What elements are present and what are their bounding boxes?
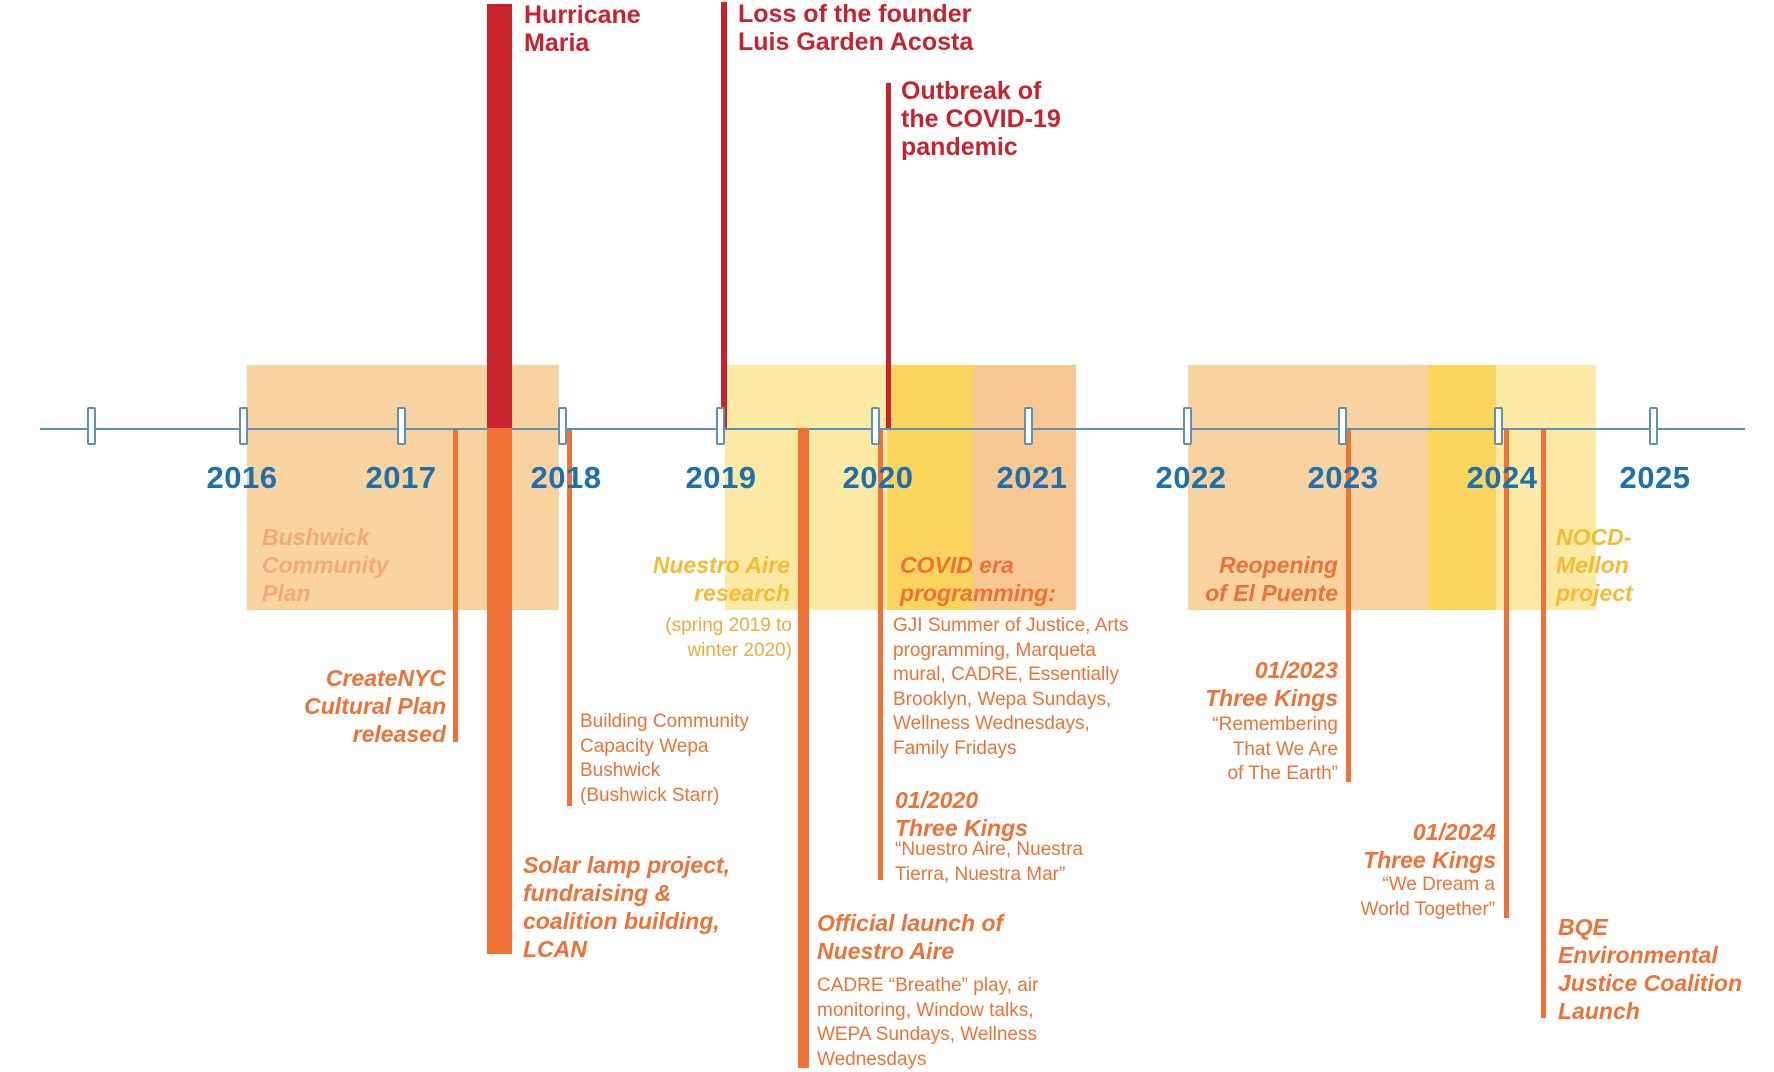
solar-lamp-label: Solar lamp project, fundraising & coalit…: [523, 852, 731, 962]
timeline-axis: [40, 428, 1745, 430]
kings-2020-bar: [878, 430, 883, 880]
three-kings-2020-label: 01/2020 Three Kings: [895, 787, 1028, 841]
founder-loss-bar: [721, 2, 727, 428]
createnyc-bar: [453, 430, 458, 742]
year-label-2022: 2022: [1155, 460, 1227, 495]
building-capacity-bar: [567, 430, 572, 806]
nuestro-aire-launch-desc: CADRE “Breathe” play, air monitoring, Wi…: [817, 975, 1039, 1070]
year-label-2021: 2021: [996, 460, 1068, 495]
bqe-bar: [1541, 430, 1546, 1018]
overlap-yellow-box: [1428, 365, 1496, 610]
founder-loss-label: Loss of the founder Luis Garden Acosta: [738, 0, 974, 56]
building-capacity-label: Building Community Capacity Wepa Bushwic…: [580, 711, 749, 806]
axis-tick: [1338, 407, 1347, 445]
hurricane-maria-bar: [487, 4, 512, 428]
axis-tick: [558, 407, 567, 445]
nuestro-aire-launch-label: Official launch of Nuestro Aire: [817, 910, 1004, 964]
covid-peak-box: [887, 365, 973, 610]
kings-2023-bar: [1346, 430, 1351, 782]
year-label-2025: 2025: [1619, 460, 1691, 495]
nuestro-aire-research-dates: (spring 2019 to winter 2020): [665, 615, 792, 661]
axis-tick: [1494, 407, 1503, 445]
axis-tick: [397, 407, 406, 445]
year-label-2024: 2024: [1466, 460, 1538, 495]
year-label-2017: 2017: [365, 460, 437, 495]
covid-outbreak-label: Outbreak of the COVID-19 pandemic: [901, 77, 1061, 161]
solar-lamp-bar: [487, 428, 512, 954]
axis-tick: [1024, 407, 1033, 445]
hurricane-maria-label: Hurricane Maria: [524, 1, 641, 57]
nuestro-aire-research-label: Nuestro Aire research: [652, 552, 790, 606]
bqe-coalition-label: BQE Environmental Justice Coalition Laun…: [1558, 914, 1743, 1024]
year-label-2016: 2016: [206, 460, 278, 495]
three-kings-2024-label: 01/2024 Three Kings: [1363, 819, 1496, 873]
axis-tick: [1183, 407, 1192, 445]
axis-tick: [239, 407, 248, 445]
axis-tick: [716, 407, 725, 445]
nuestro-aire-launch-bar: [798, 428, 809, 1068]
covid-programming-desc: GJI Summer of Justice, Arts programming,…: [893, 615, 1129, 759]
year-label-2023: 2023: [1307, 460, 1379, 495]
reopening-period-box: [1188, 365, 1428, 610]
three-kings-2023-desc: “Remembering That We Are of The Earth”: [1212, 714, 1338, 784]
kings-2024-bar: [1504, 430, 1509, 918]
year-label-2020: 2020: [842, 460, 914, 495]
bushwick-community-plan-label: Bushwick Community Plan: [262, 524, 389, 606]
three-kings-2023-label: 01/2023 Three Kings: [1205, 657, 1338, 711]
reopening-el-puente-label: Reopening of El Puente: [1205, 552, 1338, 606]
covid-programming-label: COVID era programming:: [900, 552, 1056, 606]
nocd-mellon-label: NOCD- Mellon project: [1556, 524, 1633, 606]
axis-tick: [1649, 407, 1658, 445]
axis-tick: [87, 407, 96, 445]
createnyc-label: CreateNYC Cultural Plan released: [304, 665, 446, 747]
axis-tick: [871, 407, 880, 445]
covid-programming-box: [973, 365, 1076, 610]
covid-outbreak-bar: [886, 83, 891, 428]
three-kings-2020-desc: “Nuestro Aire, Nuestra Tierra, Nuestra M…: [895, 839, 1083, 885]
year-label-2018: 2018: [530, 460, 602, 495]
year-label-2019: 2019: [685, 460, 757, 495]
three-kings-2024-desc: “We Dream a World Together”: [1360, 874, 1495, 920]
nocd-period-box: [1496, 365, 1596, 610]
